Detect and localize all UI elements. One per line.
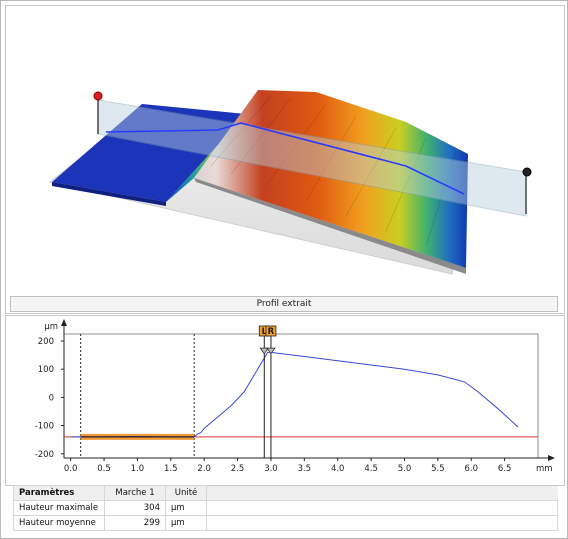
- table-row: Hauteur maximale 304 µm: [13, 500, 558, 516]
- 3d-surface-view[interactable]: Profil extrait: [5, 5, 565, 314]
- x-tick-label: 3.0: [264, 464, 278, 474]
- col-header: Marche 1: [104, 485, 166, 501]
- cursor-triangle: [259, 347, 269, 355]
- cell: Hauteur maximale: [13, 500, 105, 516]
- x-tick-label: 3.5: [298, 464, 312, 474]
- x-unit-label: mm: [536, 464, 553, 474]
- cell: Hauteur moyenne: [13, 515, 105, 531]
- cell: µm: [165, 500, 207, 516]
- step-surface: [194, 90, 468, 268]
- table-header-row: Paramètres Marche 1 Unité: [13, 485, 558, 501]
- profile-extracted-button[interactable]: Profil extrait: [10, 296, 558, 312]
- x-tick-label: 6.0: [464, 464, 478, 474]
- x-tick-label: 1.5: [164, 464, 178, 474]
- left-handle[interactable]: [93, 91, 103, 101]
- cursor-label: R: [268, 327, 275, 337]
- x-tick-label: 5.5: [431, 464, 445, 474]
- x-tick-label: 6.5: [498, 464, 512, 474]
- cell-filler: [206, 515, 558, 531]
- cursor-triangle: [266, 347, 276, 355]
- y-tick-label: 0: [49, 393, 54, 403]
- cell-filler: [206, 500, 558, 516]
- x-tick-label: 4.5: [364, 464, 378, 474]
- y-unit-label: µm: [44, 322, 58, 332]
- y-axis-arrow: [61, 319, 67, 326]
- cell: 299: [104, 515, 166, 531]
- parameters-table: Paramètres Marche 1 Unité Hauteur maxima…: [13, 485, 558, 531]
- col-header: Paramètres: [13, 485, 105, 501]
- x-tick-label: 4.0: [331, 464, 345, 474]
- y-tick-label: 200: [38, 337, 54, 347]
- profile-plot-panel[interactable]: 200 100 0 -100 -200 0.0 0.5 1.0 1.5 2.0 2.5 3.0 3.5 4…: [5, 315, 565, 486]
- low-plateau: [52, 104, 246, 202]
- y-tick-label: -200: [35, 450, 54, 460]
- x-tick-label: 0.5: [97, 464, 111, 474]
- cell: µm: [165, 515, 207, 531]
- col-header: Unité: [165, 485, 207, 501]
- 3d-surface-render: [48, 90, 532, 275]
- y-tick-label: -100: [35, 422, 54, 432]
- profile-line-3d: [105, 122, 465, 195]
- col-header-filler: [206, 485, 558, 501]
- table-row: Hauteur moyenne 299 µm: [13, 515, 558, 531]
- x-tick-label: 0.0: [64, 464, 78, 474]
- x-axis-arrow: [548, 455, 555, 461]
- x-tick-label: 2.5: [231, 464, 245, 474]
- y-tick-label: 100: [38, 365, 54, 375]
- cursor-label: L: [262, 327, 268, 337]
- x-tick-label: 1.0: [131, 464, 145, 474]
- profile-chart: 200 100 0 -100 -200 0.0 0.5 1.0 1.5 2.0 2.5 3.0 3.5 4…: [35, 319, 555, 474]
- x-tick-label: 5.0: [398, 464, 412, 474]
- cell: 304: [104, 500, 166, 516]
- right-handle[interactable]: [522, 167, 532, 177]
- cursor-marker: [265, 325, 277, 337]
- x-tick-label: 2.0: [197, 464, 211, 474]
